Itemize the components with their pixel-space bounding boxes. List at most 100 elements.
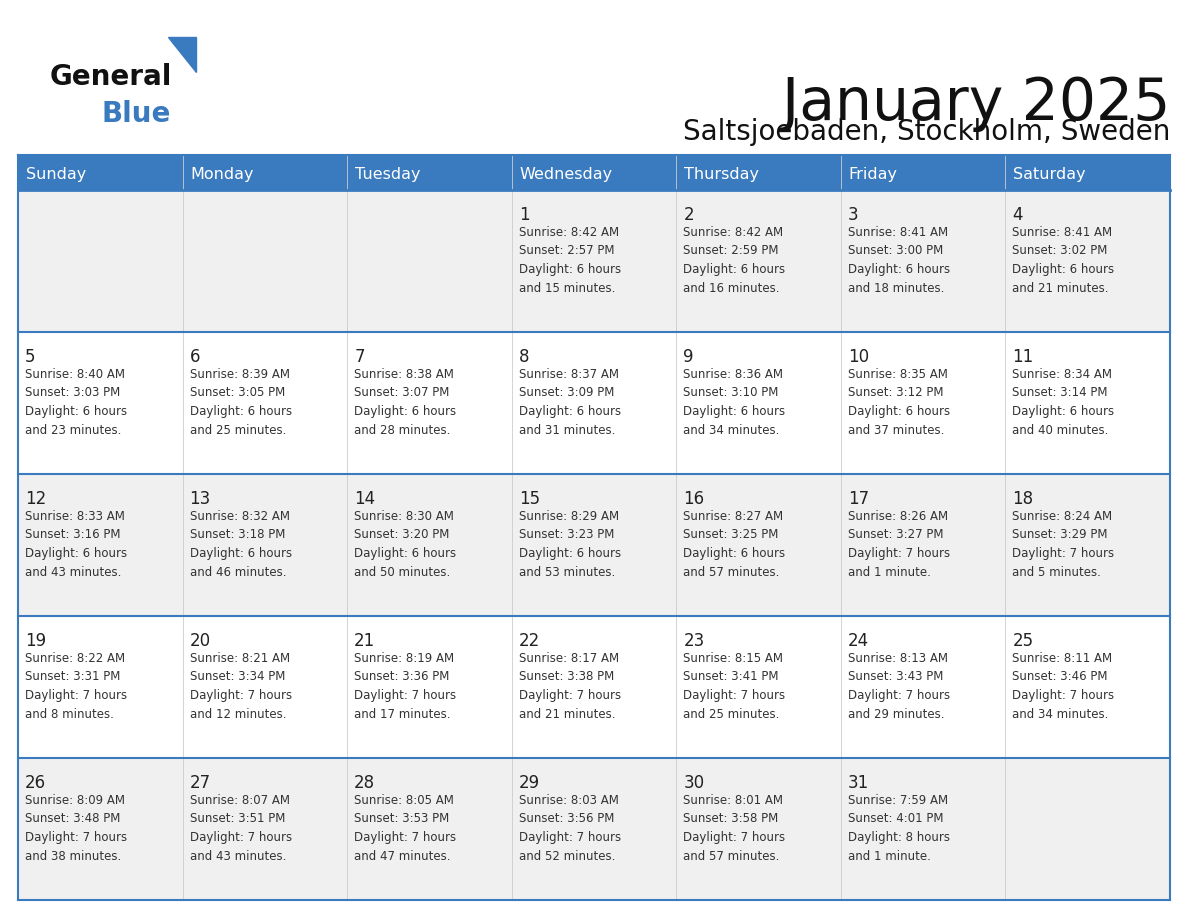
Text: Sunrise: 8:42 AM
Sunset: 2:59 PM
Daylight: 6 hours
and 16 minutes.: Sunrise: 8:42 AM Sunset: 2:59 PM Dayligh… <box>683 226 785 295</box>
Bar <box>841 474 1005 616</box>
Text: Saltsjoebaden, Stockholm, Sweden: Saltsjoebaden, Stockholm, Sweden <box>683 118 1170 146</box>
Bar <box>1005 332 1170 474</box>
Bar <box>347 155 512 190</box>
Text: Sunrise: 8:15 AM
Sunset: 3:41 PM
Daylight: 7 hours
and 25 minutes.: Sunrise: 8:15 AM Sunset: 3:41 PM Dayligh… <box>683 652 785 721</box>
Text: 30: 30 <box>683 774 704 792</box>
Bar <box>676 155 841 190</box>
Text: 31: 31 <box>848 774 870 792</box>
Bar <box>512 616 676 758</box>
Text: 25: 25 <box>1012 632 1034 650</box>
Text: Sunrise: 8:30 AM
Sunset: 3:20 PM
Daylight: 6 hours
and 50 minutes.: Sunrise: 8:30 AM Sunset: 3:20 PM Dayligh… <box>354 510 456 578</box>
Text: 19: 19 <box>25 632 46 650</box>
Text: Sunrise: 8:11 AM
Sunset: 3:46 PM
Daylight: 7 hours
and 34 minutes.: Sunrise: 8:11 AM Sunset: 3:46 PM Dayligh… <box>1012 652 1114 721</box>
Text: 13: 13 <box>190 490 210 508</box>
Text: 22: 22 <box>519 632 541 650</box>
Text: 29: 29 <box>519 774 539 792</box>
Text: 20: 20 <box>190 632 210 650</box>
Text: Sunrise: 8:05 AM
Sunset: 3:53 PM
Daylight: 7 hours
and 47 minutes.: Sunrise: 8:05 AM Sunset: 3:53 PM Dayligh… <box>354 794 456 863</box>
Bar <box>841 616 1005 758</box>
Bar <box>183 616 347 758</box>
Bar <box>347 190 512 332</box>
Bar <box>512 190 676 332</box>
Text: 23: 23 <box>683 632 704 650</box>
Text: 18: 18 <box>1012 490 1034 508</box>
Bar <box>347 474 512 616</box>
Text: 10: 10 <box>848 348 868 366</box>
Text: Thursday: Thursday <box>684 167 759 182</box>
Bar <box>18 332 183 474</box>
Text: January 2025: January 2025 <box>782 75 1170 132</box>
Text: 9: 9 <box>683 348 694 366</box>
Bar <box>1005 155 1170 190</box>
Text: 26: 26 <box>25 774 46 792</box>
Text: 11: 11 <box>1012 348 1034 366</box>
Text: 1: 1 <box>519 206 530 224</box>
Bar <box>183 474 347 616</box>
Text: Sunrise: 8:41 AM
Sunset: 3:02 PM
Daylight: 6 hours
and 21 minutes.: Sunrise: 8:41 AM Sunset: 3:02 PM Dayligh… <box>1012 226 1114 295</box>
Text: 17: 17 <box>848 490 868 508</box>
Text: Tuesday: Tuesday <box>355 167 421 182</box>
Text: 27: 27 <box>190 774 210 792</box>
Text: Wednesday: Wednesday <box>519 167 613 182</box>
Text: Sunrise: 8:37 AM
Sunset: 3:09 PM
Daylight: 6 hours
and 31 minutes.: Sunrise: 8:37 AM Sunset: 3:09 PM Dayligh… <box>519 368 621 436</box>
Bar <box>512 155 676 190</box>
Bar <box>676 474 841 616</box>
Bar <box>676 332 841 474</box>
Text: 15: 15 <box>519 490 539 508</box>
Text: 21: 21 <box>354 632 375 650</box>
Bar <box>347 616 512 758</box>
Text: Blue: Blue <box>102 100 171 128</box>
Bar <box>347 332 512 474</box>
Bar <box>183 758 347 900</box>
Bar <box>18 155 183 190</box>
Bar <box>347 758 512 900</box>
Text: Sunrise: 8:41 AM
Sunset: 3:00 PM
Daylight: 6 hours
and 18 minutes.: Sunrise: 8:41 AM Sunset: 3:00 PM Dayligh… <box>848 226 950 295</box>
Text: Sunrise: 8:07 AM
Sunset: 3:51 PM
Daylight: 7 hours
and 43 minutes.: Sunrise: 8:07 AM Sunset: 3:51 PM Dayligh… <box>190 794 292 863</box>
Text: Sunrise: 7:59 AM
Sunset: 4:01 PM
Daylight: 8 hours
and 1 minute.: Sunrise: 7:59 AM Sunset: 4:01 PM Dayligh… <box>848 794 950 863</box>
Text: 2: 2 <box>683 206 694 224</box>
Bar <box>183 190 347 332</box>
Bar <box>676 758 841 900</box>
Bar <box>841 758 1005 900</box>
Text: Sunrise: 8:24 AM
Sunset: 3:29 PM
Daylight: 7 hours
and 5 minutes.: Sunrise: 8:24 AM Sunset: 3:29 PM Dayligh… <box>1012 510 1114 578</box>
Text: Sunrise: 8:22 AM
Sunset: 3:31 PM
Daylight: 7 hours
and 8 minutes.: Sunrise: 8:22 AM Sunset: 3:31 PM Dayligh… <box>25 652 127 721</box>
Bar <box>18 474 183 616</box>
Bar <box>1005 616 1170 758</box>
Text: Saturday: Saturday <box>1013 167 1086 182</box>
Text: 12: 12 <box>25 490 46 508</box>
Text: 14: 14 <box>354 490 375 508</box>
Text: Sunrise: 8:35 AM
Sunset: 3:12 PM
Daylight: 6 hours
and 37 minutes.: Sunrise: 8:35 AM Sunset: 3:12 PM Dayligh… <box>848 368 950 436</box>
Bar <box>841 190 1005 332</box>
Bar <box>183 155 347 190</box>
Text: Sunrise: 8:42 AM
Sunset: 2:57 PM
Daylight: 6 hours
and 15 minutes.: Sunrise: 8:42 AM Sunset: 2:57 PM Dayligh… <box>519 226 621 295</box>
Text: Sunrise: 8:01 AM
Sunset: 3:58 PM
Daylight: 7 hours
and 57 minutes.: Sunrise: 8:01 AM Sunset: 3:58 PM Dayligh… <box>683 794 785 863</box>
Text: Sunrise: 8:13 AM
Sunset: 3:43 PM
Daylight: 7 hours
and 29 minutes.: Sunrise: 8:13 AM Sunset: 3:43 PM Dayligh… <box>848 652 950 721</box>
Bar <box>1005 190 1170 332</box>
Text: 6: 6 <box>190 348 200 366</box>
Bar <box>676 190 841 332</box>
Bar <box>512 332 676 474</box>
Bar <box>18 190 183 332</box>
Bar <box>676 616 841 758</box>
Bar <box>841 332 1005 474</box>
Bar <box>18 758 183 900</box>
Bar <box>18 616 183 758</box>
Text: 24: 24 <box>848 632 868 650</box>
Text: Sunrise: 8:03 AM
Sunset: 3:56 PM
Daylight: 7 hours
and 52 minutes.: Sunrise: 8:03 AM Sunset: 3:56 PM Dayligh… <box>519 794 621 863</box>
Text: 7: 7 <box>354 348 365 366</box>
Text: Friday: Friday <box>849 167 898 182</box>
Text: 4: 4 <box>1012 206 1023 224</box>
Text: Monday: Monday <box>190 167 254 182</box>
Text: Sunrise: 8:40 AM
Sunset: 3:03 PM
Daylight: 6 hours
and 23 minutes.: Sunrise: 8:40 AM Sunset: 3:03 PM Dayligh… <box>25 368 127 436</box>
Bar <box>183 332 347 474</box>
Text: Sunday: Sunday <box>26 167 87 182</box>
Text: 16: 16 <box>683 490 704 508</box>
Bar <box>1005 758 1170 900</box>
Text: Sunrise: 8:17 AM
Sunset: 3:38 PM
Daylight: 7 hours
and 21 minutes.: Sunrise: 8:17 AM Sunset: 3:38 PM Dayligh… <box>519 652 621 721</box>
Text: Sunrise: 8:34 AM
Sunset: 3:14 PM
Daylight: 6 hours
and 40 minutes.: Sunrise: 8:34 AM Sunset: 3:14 PM Dayligh… <box>1012 368 1114 436</box>
Text: 28: 28 <box>354 774 375 792</box>
Text: Sunrise: 8:36 AM
Sunset: 3:10 PM
Daylight: 6 hours
and 34 minutes.: Sunrise: 8:36 AM Sunset: 3:10 PM Dayligh… <box>683 368 785 436</box>
Text: Sunrise: 8:32 AM
Sunset: 3:18 PM
Daylight: 6 hours
and 46 minutes.: Sunrise: 8:32 AM Sunset: 3:18 PM Dayligh… <box>190 510 292 578</box>
Text: Sunrise: 8:27 AM
Sunset: 3:25 PM
Daylight: 6 hours
and 57 minutes.: Sunrise: 8:27 AM Sunset: 3:25 PM Dayligh… <box>683 510 785 578</box>
Bar <box>841 155 1005 190</box>
